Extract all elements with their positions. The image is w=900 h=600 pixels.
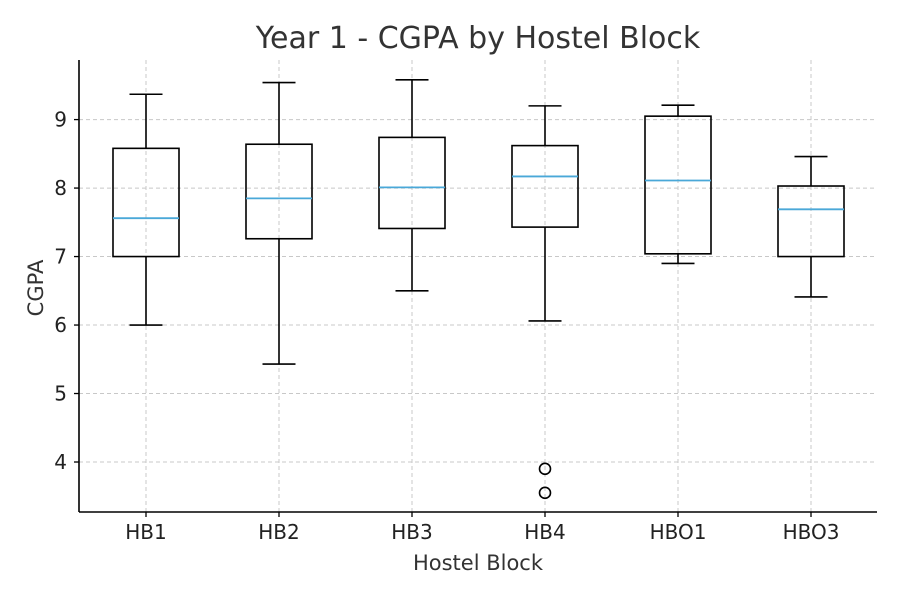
iqr-box	[245, 143, 313, 240]
box-hbo3	[777, 155, 845, 298]
outlier-point	[538, 462, 552, 476]
box-hb1	[112, 93, 180, 326]
axis-layer	[78, 60, 877, 513]
box-hbo1	[644, 104, 712, 265]
box-layer	[112, 79, 845, 500]
chart-title: Year 1 - CGPA by Hostel Block	[255, 21, 701, 56]
tick-layer: 4 5 6 7 8 9 HB1 HB2 HB3 HB4 HBO1 HBO3	[54, 108, 839, 544]
iqr-box	[777, 185, 845, 258]
iqr-box	[112, 147, 180, 258]
outlier-point	[538, 486, 552, 500]
x-tick-label-hb3: HB3	[391, 520, 432, 544]
x-axis-label: Hostel Block	[413, 551, 544, 575]
y-axis-label: CGPA	[24, 259, 48, 316]
x-tick-label-hbo1: HBO1	[650, 520, 707, 544]
y-tick-label: 9	[54, 108, 67, 132]
iqr-box	[378, 136, 446, 230]
x-tick-label-hb1: HB1	[125, 520, 166, 544]
x-tick-label-hb2: HB2	[258, 520, 299, 544]
box-hb2	[245, 81, 313, 365]
y-tick-label: 5	[54, 382, 67, 406]
iqr-box	[511, 144, 579, 228]
grid-layer	[79, 60, 877, 512]
box-hb3	[378, 79, 446, 292]
x-tick-label-hb4: HB4	[524, 520, 565, 544]
y-tick-label: 7	[54, 245, 67, 269]
y-tick-label: 6	[54, 313, 67, 337]
iqr-box	[644, 115, 712, 255]
y-tick-label: 4	[54, 450, 67, 474]
y-tick-label: 8	[54, 176, 67, 200]
box-hb4	[511, 105, 579, 500]
x-tick-label-hbo3: HBO3	[783, 520, 840, 544]
